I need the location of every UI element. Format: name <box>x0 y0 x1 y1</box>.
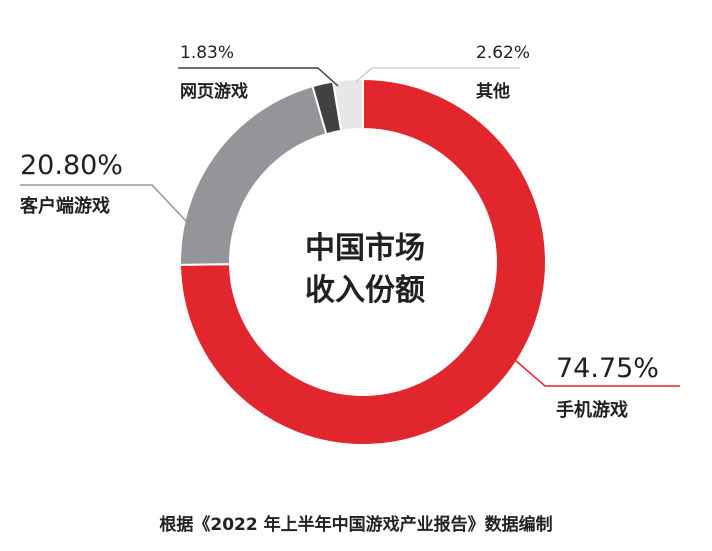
center-title-line-1: 中国市场 <box>305 231 425 266</box>
label-other-value: 2.62% <box>476 43 530 63</box>
leader-line-web <box>178 67 339 87</box>
label-web-name: 网页游戏 <box>180 81 248 102</box>
leader-lines <box>20 67 680 387</box>
label-web-value: 1.83% <box>180 43 234 63</box>
donut-slices <box>179 77 547 446</box>
leader-line-mobile <box>514 359 680 387</box>
label-client-value: 20.80% <box>20 150 123 181</box>
center-title-line-2: 收入份额 <box>305 273 425 308</box>
center-title: 中国市场 收入份额 <box>305 231 425 308</box>
leader-line-client <box>20 184 187 222</box>
donut-slice-3 <box>331 77 364 132</box>
donut-slice-0 <box>179 77 547 446</box>
leader-line-other <box>355 67 520 83</box>
label-client-name: 客户端游戏 <box>20 195 110 217</box>
slice-labels: 74.75% 手机游戏 20.80% 客户端游戏 1.83% 网页游戏 2.62… <box>20 43 659 421</box>
label-mobile-value: 74.75% <box>556 353 659 384</box>
label-mobile-name: 手机游戏 <box>556 399 628 421</box>
label-other-name: 其他 <box>476 81 510 102</box>
source-note: 根据《2022 年上半年中国游戏产业报告》数据编制 <box>159 515 553 535</box>
